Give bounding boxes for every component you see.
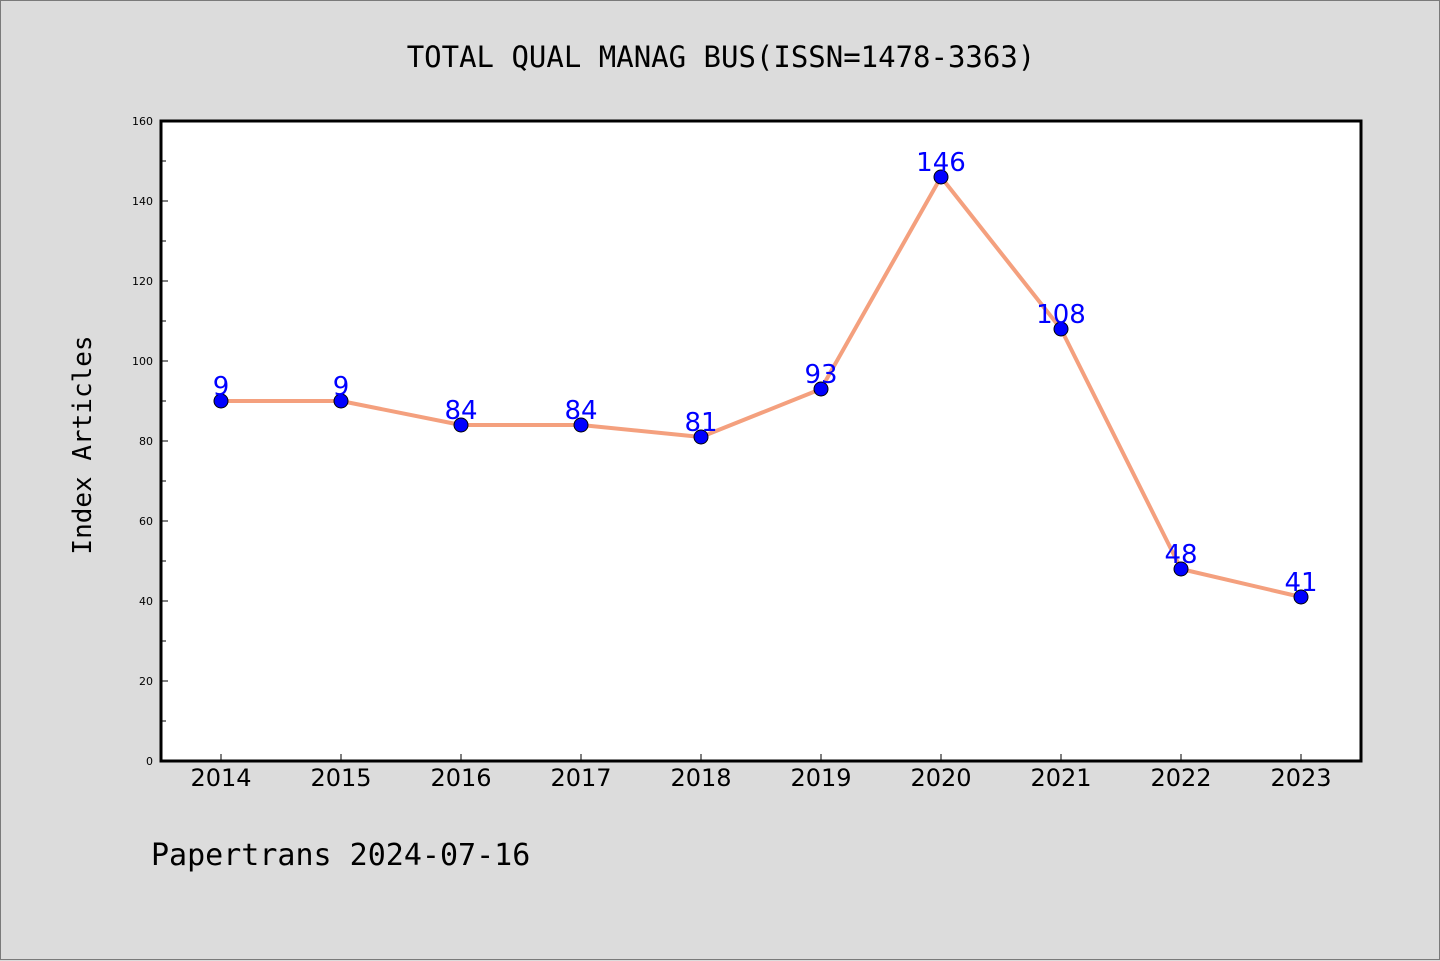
x-tick-label: 2022 bbox=[1150, 764, 1211, 792]
data-label: 84 bbox=[564, 396, 597, 426]
x-tick-label: 2015 bbox=[310, 764, 371, 792]
data-points bbox=[213, 169, 1309, 605]
y-tick-label: 100 bbox=[132, 355, 153, 368]
data-labels: 9 9 84 84 81 93 146 108 48 41 bbox=[213, 148, 1318, 598]
y-axis-label: Index Articles bbox=[68, 335, 98, 554]
x-tick-label: 2016 bbox=[430, 764, 491, 792]
y-tick-label: 120 bbox=[132, 275, 153, 288]
data-point bbox=[1173, 561, 1189, 577]
data-point bbox=[693, 429, 709, 445]
data-label: 108 bbox=[1036, 300, 1086, 330]
data-point bbox=[453, 417, 469, 433]
x-tick-label: 2023 bbox=[1270, 764, 1331, 792]
data-label: 84 bbox=[444, 396, 477, 426]
y-tick-label: 20 bbox=[139, 675, 153, 688]
data-label: 146 bbox=[916, 148, 966, 178]
y-tick-label: 140 bbox=[132, 195, 153, 208]
x-tick-label: 2019 bbox=[790, 764, 851, 792]
x-tick-label: 2014 bbox=[190, 764, 251, 792]
y-tick-label: 160 bbox=[132, 115, 153, 128]
plot-area bbox=[159, 119, 1363, 763]
data-point bbox=[1293, 589, 1309, 605]
data-point bbox=[1053, 321, 1069, 337]
data-label: 81 bbox=[684, 408, 717, 438]
x-tick-label: 2017 bbox=[550, 764, 611, 792]
chart-title: TOTAL QUAL MANAG BUS(ISSN=1478-3363) bbox=[407, 40, 1036, 74]
series-line bbox=[221, 175, 1302, 599]
x-tick-label: 2020 bbox=[910, 764, 971, 792]
data-point bbox=[333, 393, 349, 409]
y-tick-label: 0 bbox=[146, 755, 153, 768]
y-tick-label: 40 bbox=[139, 595, 153, 608]
data-label: 41 bbox=[1284, 568, 1317, 598]
x-axis: 2014 2015 2016 2017 2018 2019 2020 2021 2022 2023 bbox=[190, 754, 1332, 792]
data-point bbox=[213, 393, 229, 409]
data-label: 93 bbox=[804, 360, 837, 390]
data-point bbox=[573, 417, 589, 433]
y-tick-label: 80 bbox=[139, 435, 153, 448]
data-label: 9 bbox=[213, 372, 230, 402]
y-axis: 0 20 40 60 80 100 120 140 160 bbox=[132, 115, 168, 768]
footer-credit: Papertrans 2024-07-16 bbox=[151, 838, 530, 873]
data-point bbox=[813, 381, 829, 397]
data-label: 48 bbox=[1164, 540, 1197, 570]
data-label: 9 bbox=[333, 372, 350, 402]
y-tick-label: 60 bbox=[139, 515, 153, 528]
x-tick-label: 2021 bbox=[1030, 764, 1091, 792]
x-tick-label: 2018 bbox=[670, 764, 731, 792]
data-point bbox=[933, 169, 949, 185]
